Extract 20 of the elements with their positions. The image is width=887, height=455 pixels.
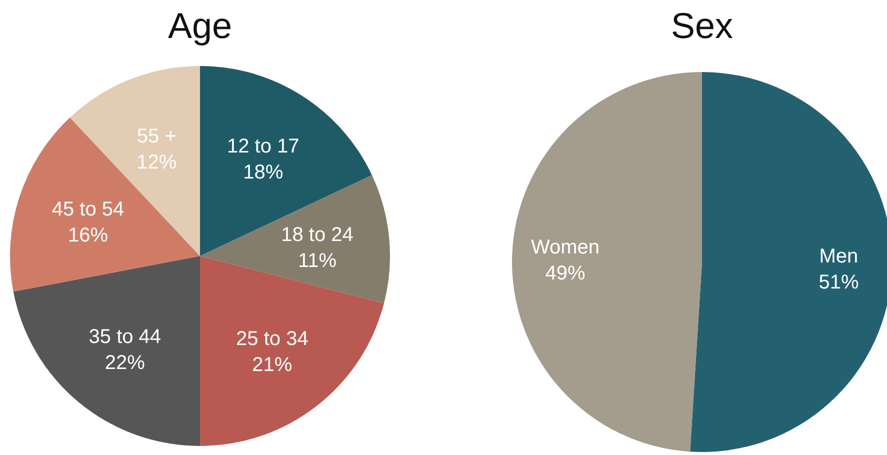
chart-title: Sex xyxy=(670,5,734,46)
pie-slice xyxy=(13,256,200,446)
data-label: 11% xyxy=(298,250,337,272)
data-label: 51% xyxy=(818,271,859,294)
slice-label: 25 to 34 xyxy=(236,328,308,350)
data-label: 49% xyxy=(545,262,586,285)
slice-label: Women xyxy=(530,236,600,259)
data-label: 18% xyxy=(243,162,284,184)
data-label: 12% xyxy=(136,151,177,174)
slice-label: 12 to 17 xyxy=(226,136,300,158)
data-label: 22% xyxy=(104,352,146,374)
slice-label: 18 to 24 xyxy=(281,224,354,246)
data-label: 21% xyxy=(252,354,292,376)
data-label: 16% xyxy=(68,224,108,247)
slice-label: 45 to 54 xyxy=(52,198,124,221)
slice-label: Men xyxy=(819,245,858,268)
pie-slice xyxy=(10,117,200,292)
slice-label: 35 to 44 xyxy=(88,326,162,348)
chart-title: Age xyxy=(168,5,232,46)
slice-label: 55 + xyxy=(136,125,176,148)
